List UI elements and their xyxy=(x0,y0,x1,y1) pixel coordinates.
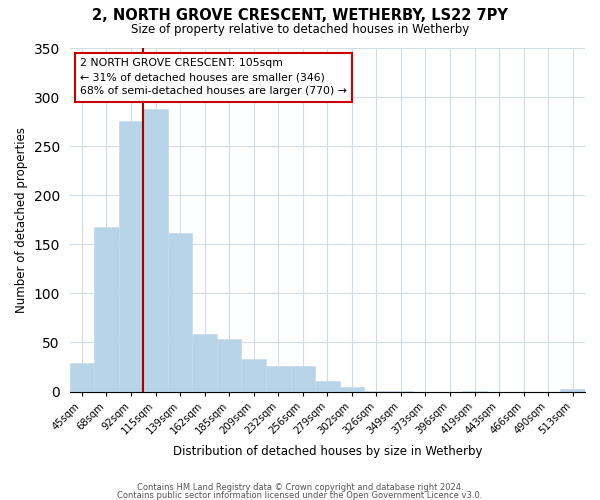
Bar xyxy=(168,232,193,392)
Bar xyxy=(241,359,266,392)
Y-axis label: Number of detached properties: Number of detached properties xyxy=(15,127,28,313)
Bar xyxy=(217,338,241,392)
Bar xyxy=(315,380,340,392)
Bar xyxy=(340,386,364,392)
Bar xyxy=(462,390,487,392)
Text: Contains HM Land Registry data © Crown copyright and database right 2024.: Contains HM Land Registry data © Crown c… xyxy=(137,484,463,492)
Bar xyxy=(94,226,119,392)
Bar xyxy=(70,363,94,392)
Bar xyxy=(119,120,143,392)
Bar xyxy=(266,366,290,392)
Bar xyxy=(364,390,389,392)
X-axis label: Distribution of detached houses by size in Wetherby: Distribution of detached houses by size … xyxy=(173,444,482,458)
Text: 2, NORTH GROVE CRESCENT, WETHERBY, LS22 7PY: 2, NORTH GROVE CRESCENT, WETHERBY, LS22 … xyxy=(92,8,508,22)
Bar xyxy=(290,366,315,392)
Bar xyxy=(143,109,168,392)
Bar xyxy=(193,334,217,392)
Text: 2 NORTH GROVE CRESCENT: 105sqm
← 31% of detached houses are smaller (346)
68% of: 2 NORTH GROVE CRESCENT: 105sqm ← 31% of … xyxy=(80,58,347,96)
Bar xyxy=(560,388,585,392)
Text: Size of property relative to detached houses in Wetherby: Size of property relative to detached ho… xyxy=(131,22,469,36)
Bar xyxy=(389,390,413,392)
Text: Contains public sector information licensed under the Open Government Licence v3: Contains public sector information licen… xyxy=(118,491,482,500)
